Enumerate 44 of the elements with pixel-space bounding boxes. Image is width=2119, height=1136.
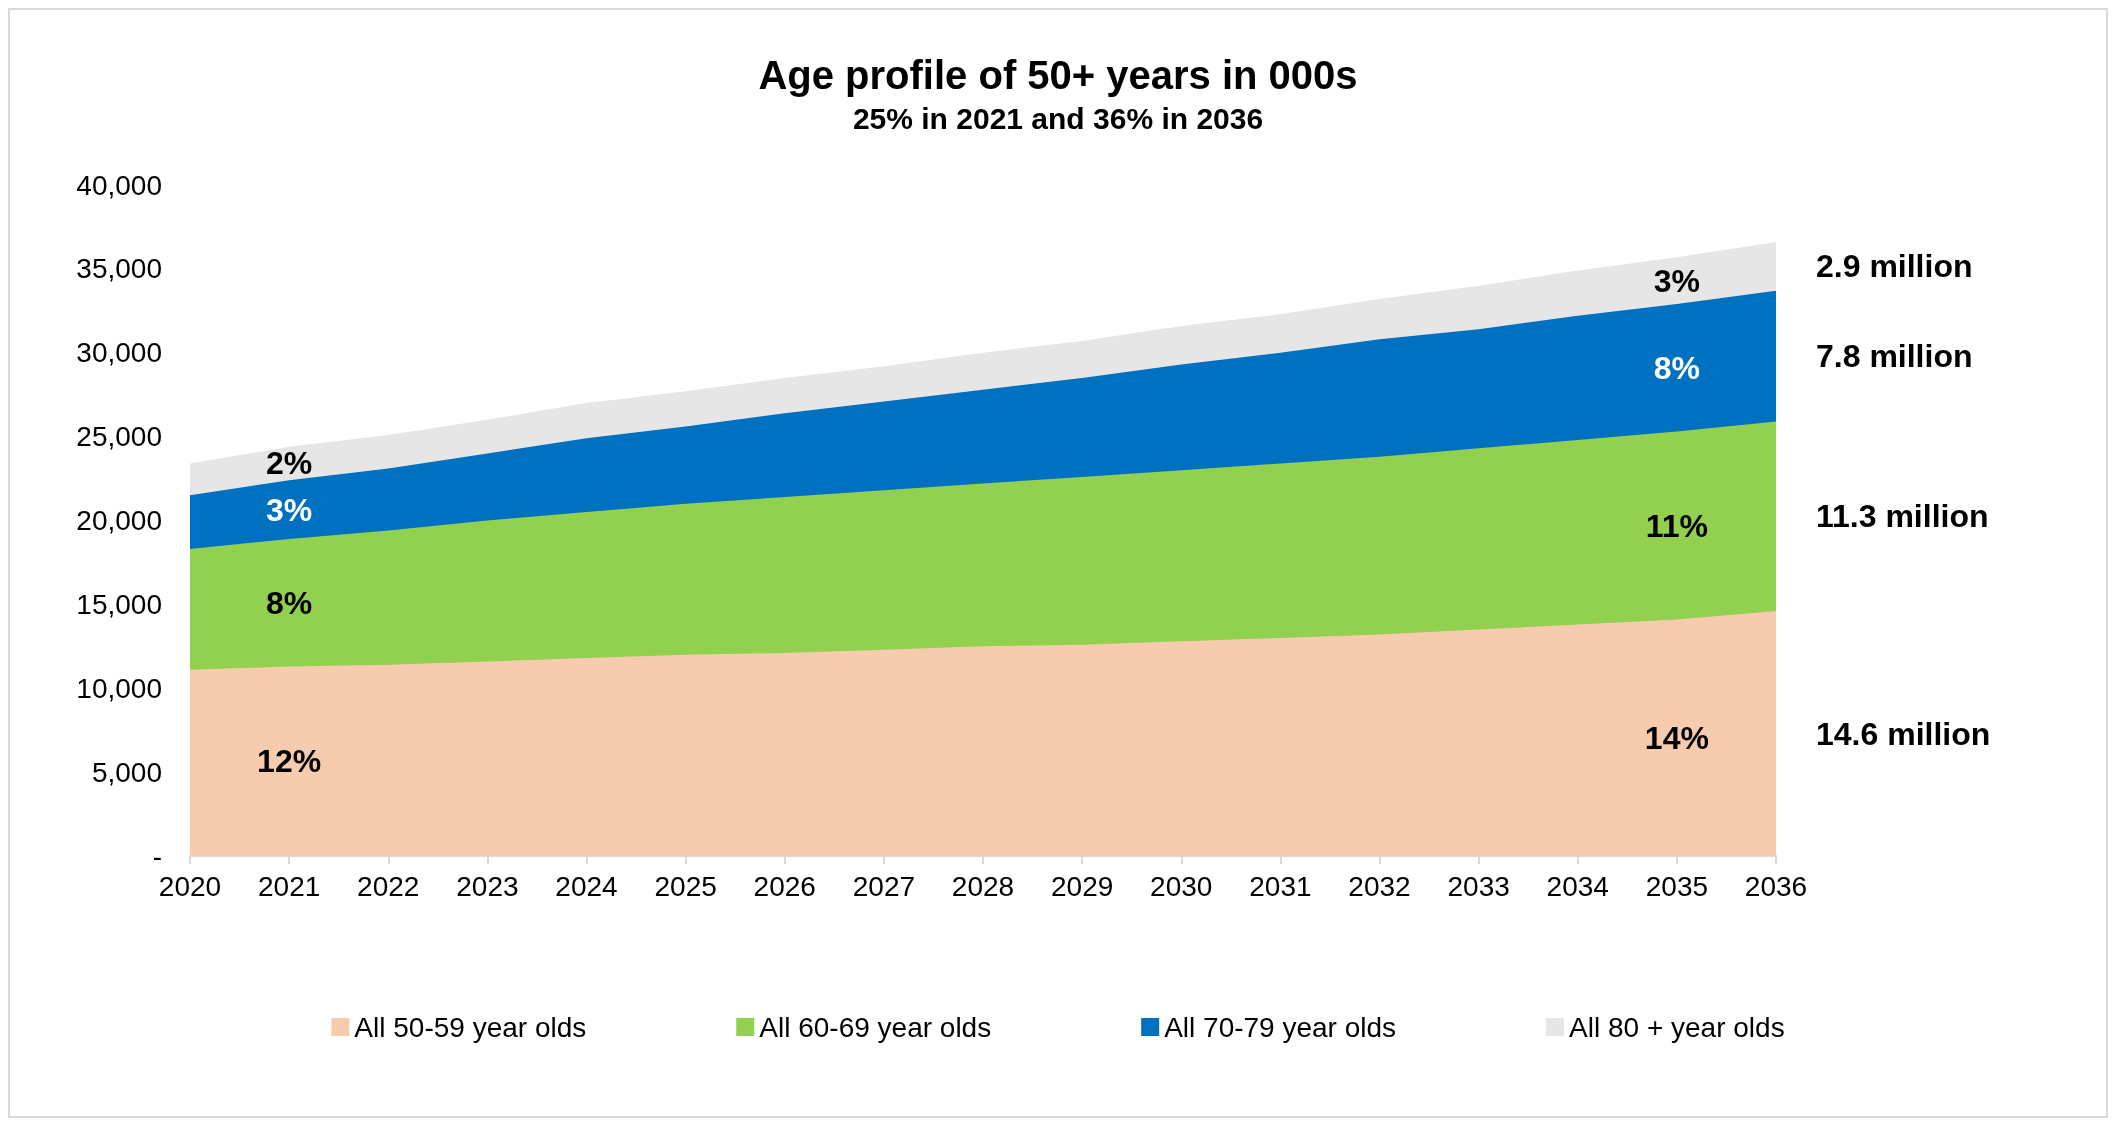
x-tick-label: 2028 <box>951 870 1015 902</box>
x-tick-label: 2022 <box>357 870 420 902</box>
chart-subtitle: 25% in 2021 and 36% in 2036 <box>852 101 1264 135</box>
y-tick-label: - <box>152 840 162 872</box>
text: 14.6 million <box>1816 715 1991 752</box>
x-tick-label: 2025 <box>654 870 717 902</box>
x-tick-label: 2034 <box>1546 870 1609 902</box>
text: 2.9 million <box>1816 248 1973 285</box>
y-tick-label: 15,000 <box>76 588 162 620</box>
legend-label: All 50-59 year olds <box>354 1011 587 1043</box>
x-tick-label: 2026 <box>753 870 816 902</box>
x-tick-label: 2027 <box>852 870 916 902</box>
annotation: 8% <box>1653 349 1700 386</box>
x-tick-label: 2020 <box>158 870 222 902</box>
y-tick-label: 35,000 <box>76 253 162 285</box>
x-tick-label: 2035 <box>1645 870 1709 902</box>
x-tick-label: 2023 <box>456 870 519 902</box>
annotation: 14% <box>1644 719 1709 756</box>
x-tick-label: 2031 <box>1249 870 1312 902</box>
annotation: 11% <box>1645 507 1709 544</box>
legend-label: All 60-69 year olds <box>759 1011 992 1043</box>
x-tick-label: 2032 <box>1348 870 1411 902</box>
chart-title: Age profile of 50+ years in 000s <box>758 53 1358 97</box>
x-tick-label: 2029 <box>1050 870 1114 902</box>
y-tick-label: 25,000 <box>76 421 162 453</box>
x-tick-label: 2030 <box>1150 870 1213 902</box>
y-tick-label: 20,000 <box>76 505 162 536</box>
annotation: 8% <box>266 584 313 621</box>
annotation: 3% <box>1653 262 1700 299</box>
x-tick-label: 2033 <box>1447 870 1510 902</box>
annotation: 2% <box>266 445 313 482</box>
x-tick-label: 2024 <box>555 870 618 902</box>
text: 11.3 million <box>1816 498 1989 535</box>
annotation: 3% <box>266 491 313 528</box>
text: 7.8 million <box>1816 338 1973 375</box>
x-tick-label: 2036 <box>1744 870 1808 902</box>
annotation: 12% <box>257 743 322 780</box>
x-tick-label: 2021 <box>257 870 321 902</box>
y-tick-label: 30,000 <box>76 337 162 369</box>
legend-label: All 80 + year olds <box>1569 1011 1785 1043</box>
y-tick-label: 10,000 <box>76 672 162 704</box>
y-tick-label: 5,000 <box>91 756 162 788</box>
y-tick-label: 40,000 <box>76 169 162 201</box>
legend-label: All 70-79 year olds <box>1164 1011 1397 1043</box>
